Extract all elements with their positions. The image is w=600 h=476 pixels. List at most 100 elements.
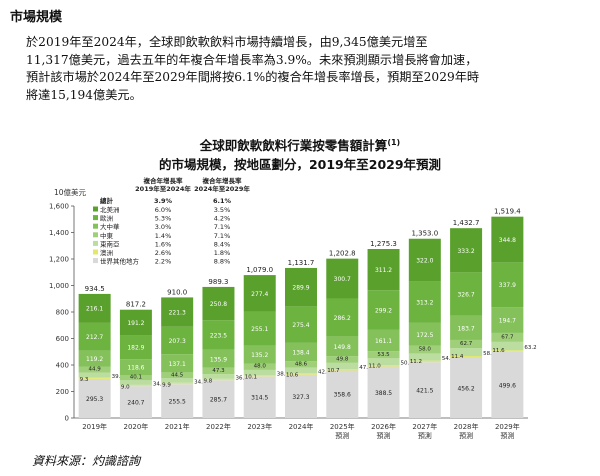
- legend-swatch: [93, 249, 98, 255]
- data-label: 216.1: [86, 306, 103, 313]
- data-label: 289.9: [292, 285, 309, 292]
- legend-total-label: 總計: [100, 196, 114, 205]
- data-label: 182.9: [127, 345, 144, 352]
- data-label: 223.5: [210, 332, 227, 339]
- bar-segment: [202, 380, 235, 418]
- x-tick-label: 2021年: [165, 422, 190, 431]
- paragraph-line-2: 11,317億美元，過去五年的年複合年增長率為3.9%。未來預測顯示增長將會加速…: [26, 52, 478, 67]
- legend-header-period-2024-2029: 2024年至2029年: [194, 184, 250, 193]
- x-tick-label: 預測: [377, 431, 391, 440]
- bar-segment: [491, 332, 524, 342]
- data-label: 62.7: [460, 341, 473, 347]
- x-tick-label: 2022年: [206, 422, 231, 431]
- data-label: 11.4: [451, 354, 464, 360]
- bar-segment: [161, 326, 194, 355]
- bar-total-label: 989.3: [208, 278, 228, 286]
- bar-total-label: 1,079.0: [246, 266, 273, 274]
- data-label: 58.7: [483, 351, 496, 357]
- data-label: 9.0: [121, 385, 130, 391]
- y-tick-label: 0: [65, 415, 69, 423]
- data-label: 194.7: [499, 318, 516, 325]
- x-tick-label: 2024年: [289, 422, 314, 431]
- bar-segment: [161, 354, 194, 373]
- legend-item-label: 東南亞: [100, 239, 120, 248]
- data-label: 286.2: [334, 315, 351, 322]
- bar-segment: [78, 372, 111, 378]
- data-label: 322.0: [416, 258, 433, 265]
- data-label: 49.8: [336, 357, 349, 363]
- bar-segment: [326, 356, 359, 363]
- y-tick-label: 1,600: [49, 203, 69, 211]
- bar-segment: [243, 275, 276, 312]
- chart-title-line-1: 全球即飲軟飲料行業按零售額計算(1): [0, 135, 600, 154]
- legend-item-label: 中東: [100, 231, 114, 240]
- bar-segment: [326, 370, 359, 418]
- legend-item-cagr2: 3.5%: [214, 206, 231, 214]
- bar-segment: [202, 320, 235, 350]
- data-label: 240.7: [127, 400, 144, 407]
- bar-segment: [243, 369, 276, 375]
- data-label: 456.2: [457, 385, 474, 392]
- data-label: 161.1: [375, 338, 392, 345]
- bar-segment: [78, 350, 111, 367]
- bar-segment: [161, 384, 194, 418]
- data-label: 11.2: [410, 359, 422, 365]
- data-label: 9.3: [80, 377, 89, 383]
- data-label: 63.2: [524, 345, 536, 351]
- bar-segment: [491, 350, 524, 352]
- bar-segment: [243, 311, 276, 346]
- data-label: 337.9: [499, 282, 516, 289]
- legend-item-cagr1: 3.0%: [155, 223, 172, 231]
- bar-segment: [450, 356, 483, 358]
- bar-segment: [326, 336, 359, 357]
- y-tick-label: 1,400: [49, 229, 69, 237]
- data-label: 277.4: [251, 291, 268, 298]
- bar-segment: [285, 361, 317, 368]
- bar-segment: [450, 348, 483, 357]
- data-label: 10.1: [245, 374, 257, 380]
- bar-total-label: 817.2: [126, 301, 146, 309]
- bar-segment: [119, 309, 152, 336]
- x-tick-label: 2027年: [412, 422, 437, 431]
- bar-segment: [202, 349, 235, 368]
- bar-segment: [367, 358, 400, 366]
- data-label: 9.9: [162, 383, 171, 389]
- legend-item-cagr1: 1.6%: [155, 240, 172, 248]
- data-label: 11.6: [492, 348, 505, 354]
- bar-total-label: 910.0: [167, 288, 187, 296]
- legend-item-cagr1: 5.3%: [155, 215, 172, 223]
- bar-segment: [367, 366, 400, 418]
- data-label: 10.7: [327, 368, 340, 374]
- bar-segment: [78, 378, 111, 418]
- bar-segment: [243, 345, 276, 364]
- bar-segment: [78, 322, 111, 351]
- bar-segment: [326, 362, 359, 370]
- data-label: 42.2: [318, 369, 330, 375]
- data-label: 50.9: [401, 361, 414, 367]
- data-label: 295.3: [86, 396, 103, 403]
- chart-title-footnote: (1): [387, 137, 401, 147]
- legend-item-label: 北美洲: [100, 205, 120, 214]
- bar-segment: [367, 351, 400, 359]
- legend-item-cagr2: 1.8%: [214, 249, 231, 257]
- bar-segment: [491, 351, 524, 418]
- data-label: 47.3: [212, 368, 225, 374]
- data-label: 34.5: [194, 380, 207, 386]
- data-label: 54.6: [442, 356, 455, 362]
- x-tick-label: 預測: [459, 431, 473, 440]
- data-label: 118.6: [127, 365, 144, 372]
- source-note: 資料來源：灼識諮詢: [32, 454, 141, 468]
- bar-segment: [450, 339, 483, 349]
- bar-segment: [285, 267, 317, 307]
- data-label: 53.5: [377, 352, 390, 358]
- legend-swatch: [93, 215, 98, 221]
- bar-segment: [119, 386, 152, 418]
- bar-segment: [450, 315, 483, 340]
- data-label: 34.8: [153, 382, 166, 388]
- data-label: 285.7: [210, 397, 227, 404]
- bar-segment: [243, 376, 276, 418]
- data-label: 39.0: [112, 374, 125, 380]
- data-label: 333.2: [457, 248, 474, 255]
- y-tick-label: 1,200: [49, 256, 69, 264]
- x-tick-label: 2026年: [371, 422, 396, 431]
